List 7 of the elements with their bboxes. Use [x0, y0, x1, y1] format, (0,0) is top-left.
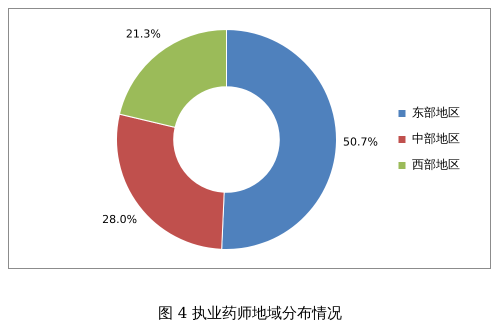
- legend-label: 中部地区: [412, 132, 460, 146]
- legend-label: 西部地区: [412, 158, 460, 172]
- data-label: 21.3%: [126, 27, 161, 40]
- data-label: 28.0%: [102, 213, 138, 226]
- legend-label: 东部地区: [412, 106, 460, 120]
- data-label: 50.7%: [342, 135, 378, 148]
- text: 图 4 执业药师地域分布情况: [156, 304, 344, 323]
